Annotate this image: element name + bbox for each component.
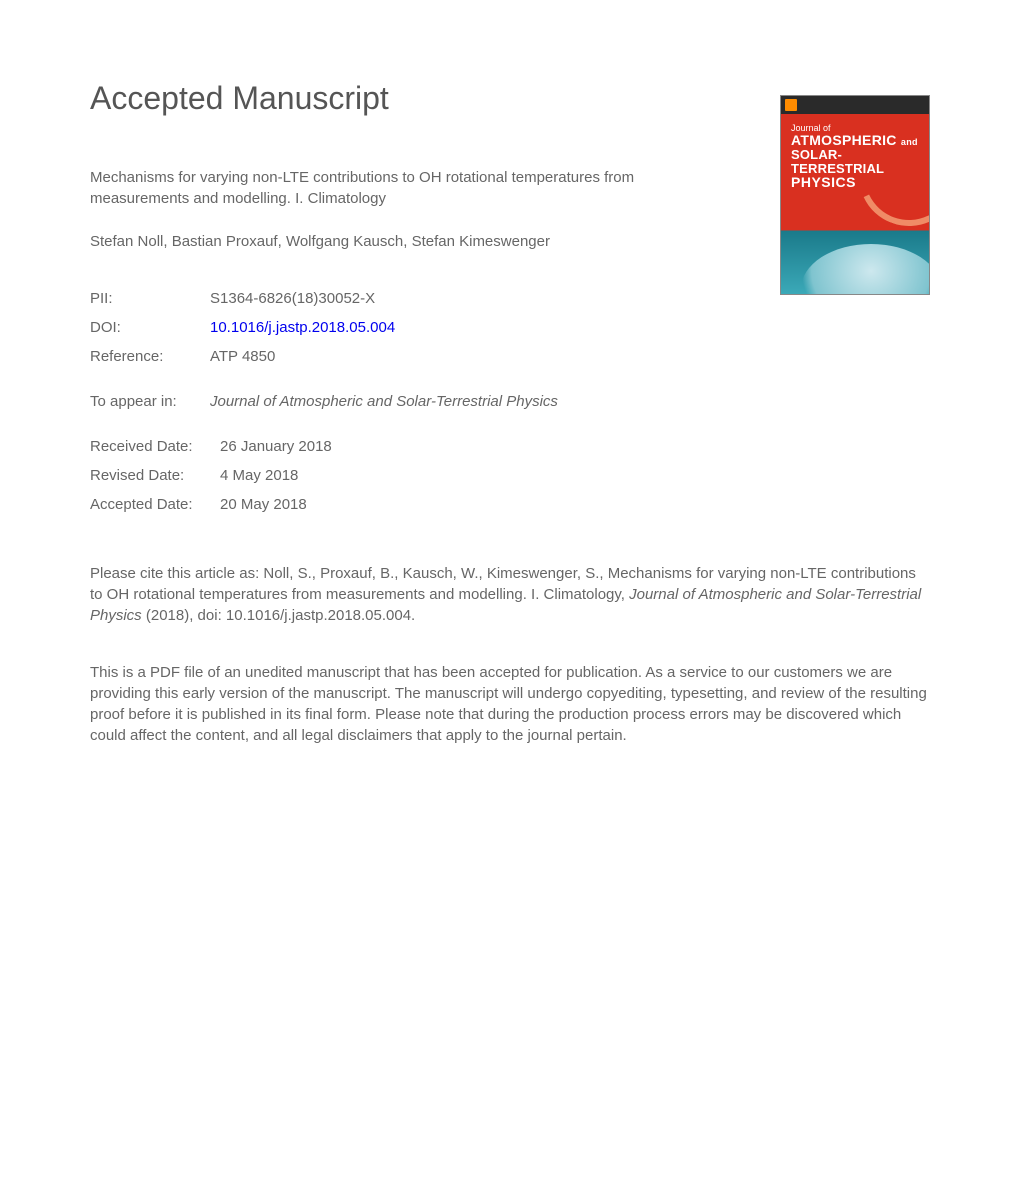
pii-value: S1364-6826(18)30052-X — [210, 290, 375, 307]
revised-label: Revised Date: — [90, 467, 220, 484]
received-value: 26 January 2018 — [220, 438, 332, 455]
cover-word-and: and — [901, 137, 918, 147]
doi-row: DOI: 10.1016/j.jastp.2018.05.004 — [90, 319, 930, 336]
metadata-table: PII: S1364-6826(18)30052-X DOI: 10.1016/… — [90, 290, 930, 365]
to-appear-label: To appear in: — [90, 393, 210, 410]
to-appear-row: To appear in: Journal of Atmospheric and… — [90, 393, 930, 410]
revised-value: 4 May 2018 — [220, 467, 298, 484]
disclaimer-text: This is a PDF file of an unedited manusc… — [90, 662, 930, 746]
citation-suffix: (2018), doi: 10.1016/j.jastp.2018.05.004… — [142, 607, 416, 624]
accepted-label: Accepted Date: — [90, 496, 220, 513]
elsevier-logo-icon — [785, 99, 797, 111]
accepted-row: Accepted Date: 20 May 2018 — [90, 496, 930, 513]
cover-title-block: Journal of ATMOSPHERIC and SOLAR-TERREST… — [791, 124, 929, 190]
to-appear-value: Journal of Atmospheric and Solar-Terrest… — [210, 393, 558, 410]
cover-line-physics: PHYSICS — [791, 175, 929, 190]
accepted-value: 20 May 2018 — [220, 496, 307, 513]
cover-planet-graphic — [801, 244, 930, 295]
revised-row: Revised Date: 4 May 2018 — [90, 467, 930, 484]
cover-line-solar: SOLAR-TERRESTRIAL — [791, 148, 929, 175]
dates-table: Received Date: 26 January 2018 Revised D… — [90, 438, 930, 513]
article-title: Mechanisms for varying non-LTE contribut… — [90, 167, 690, 209]
reference-row: Reference: ATP 4850 — [90, 348, 930, 365]
reference-value: ATP 4850 — [210, 348, 275, 365]
reference-label: Reference: — [90, 348, 210, 365]
received-row: Received Date: 26 January 2018 — [90, 438, 930, 455]
received-label: Received Date: — [90, 438, 220, 455]
cover-line-atmospheric: ATMOSPHERIC and — [791, 133, 929, 148]
journal-cover-thumbnail: Journal of ATMOSPHERIC and SOLAR-TERREST… — [780, 95, 930, 295]
doi-label: DOI: — [90, 319, 210, 336]
cover-publisher-bar — [781, 96, 929, 114]
citation-text: Please cite this article as: Noll, S., P… — [90, 563, 930, 626]
pii-label: PII: — [90, 290, 210, 307]
cover-word-atmospheric: ATMOSPHERIC — [791, 132, 897, 148]
doi-link[interactable]: 10.1016/j.jastp.2018.05.004 — [210, 319, 395, 336]
